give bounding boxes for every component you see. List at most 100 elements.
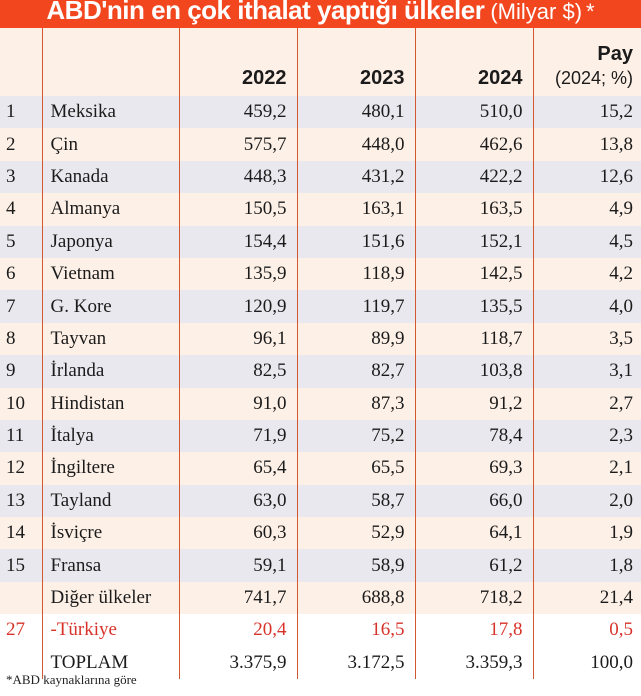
cell-2024: 142,5 xyxy=(414,257,533,291)
cell-2022: 575,7 xyxy=(178,128,297,161)
table-body: 2022 2023 2024 Pay (2024; %) 1 Meksika 4 59… xyxy=(0,28,641,680)
table-row: 15 Fransa 59,1 58,9 61,2 1,8 xyxy=(0,549,641,582)
cell-country: Diğer ülkeler xyxy=(41,581,179,615)
cell-rank: 6 xyxy=(0,257,42,291)
cell-2024: 3.359,3 xyxy=(414,646,533,680)
cell-2023: 16,5 xyxy=(296,614,415,647)
cell-2024: 91,2 xyxy=(414,387,533,420)
cell-share: 2,1 xyxy=(532,452,641,485)
cell-2023: 65,5 xyxy=(296,452,415,485)
cell-2024: 462,6 xyxy=(414,128,533,161)
footnote: *ABD kaynaklarına göre xyxy=(6,672,137,687)
title-unit: (Milyar $) xyxy=(490,0,583,24)
cell-2022: 71,9 xyxy=(178,419,297,453)
cell-2023: 448,0 xyxy=(296,128,415,161)
cell-rank: 4 xyxy=(0,193,42,226)
cell-2023: 3.172,5 xyxy=(296,646,415,680)
cell-rank: 8 xyxy=(0,322,42,356)
table-row: 27 -Türkiye 20,4 16,5 17,8 0,5 xyxy=(0,614,641,647)
cell-2022: 59,1 xyxy=(178,549,297,582)
header-2024: 2024 xyxy=(414,28,533,96)
header-share-label: Pay xyxy=(597,43,633,65)
cell-rank: 2 xyxy=(0,128,42,161)
cell-country: Almanya xyxy=(41,193,179,226)
table-row: 7 G. Kore 120,9 119,7 135,5 4,0 xyxy=(0,290,641,323)
header-share: Pay (2024; %) xyxy=(532,28,641,96)
cell-2023: 75,2 xyxy=(296,419,415,453)
header-2022: 2022 xyxy=(178,28,297,96)
cell-country: -Türkiye xyxy=(41,614,179,647)
cell-country: Tayland xyxy=(41,484,179,518)
cell-country: İrlanda xyxy=(41,355,179,388)
cell-2024: 69,3 xyxy=(414,452,533,485)
cell-country: Çin xyxy=(41,128,179,161)
cell-2022: 3.375,9 xyxy=(178,646,297,680)
cell-share: 100,0 xyxy=(532,646,641,680)
table-row: 9 İrlanda 82,5 82,7 103,8 3,1 xyxy=(0,355,641,388)
cell-share: 2,0 xyxy=(532,484,641,518)
cell-2024: 718,2 xyxy=(414,581,533,615)
cell-2023: 431,2 xyxy=(296,160,415,194)
cell-rank xyxy=(0,646,42,680)
cell-2022: 150,5 xyxy=(178,193,297,226)
cell-2024: 422,2 xyxy=(414,160,533,194)
table-row: 12 İngiltere 65,4 65,5 69,3 2,1 xyxy=(0,452,641,485)
cell-country: TOPLAM xyxy=(41,646,179,680)
cell-share: 1,9 xyxy=(532,517,641,550)
table-row: 1 Meksika 459,2 480,1 510,0 15,2 xyxy=(0,96,641,129)
cell-2022: 91,0 xyxy=(178,387,297,420)
cell-rank: 12 xyxy=(0,452,42,485)
cell-country: Japonya xyxy=(41,225,179,258)
header-row: 2022 2023 2024 Pay (2024; %) xyxy=(0,28,641,96)
cell-rank: 15 xyxy=(0,549,42,582)
table-row: 6 Vietnam 135,9 118,9 142,5 4,2 xyxy=(0,257,641,291)
cell-2022: 20,4 xyxy=(178,614,297,647)
cell-country: Tayvan xyxy=(41,322,179,356)
cell-country: Kanada xyxy=(41,160,179,194)
cell-country: Meksika xyxy=(41,96,179,129)
cell-2023: 118,9 xyxy=(296,257,415,291)
cell-share: 4,5 xyxy=(532,225,641,258)
cell-rank: 7 xyxy=(0,290,42,323)
cell-country: İngiltere xyxy=(41,452,179,485)
header-2023: 2023 xyxy=(296,28,415,96)
title-asterisk: * xyxy=(586,0,595,24)
cell-share: 0,5 xyxy=(532,614,641,647)
cell-2024: 103,8 xyxy=(414,355,533,388)
cell-2022: 120,9 xyxy=(178,290,297,323)
table-row: 10 Hindistan 91,0 87,3 91,2 2,7 xyxy=(0,387,641,420)
cell-2023: 58,7 xyxy=(296,484,415,518)
chart-title: ABD'nin en çok ithalat yaptığı ülkeler xyxy=(46,0,485,25)
cell-2022: 82,5 xyxy=(178,355,297,388)
cell-2024: 118,7 xyxy=(414,322,533,356)
cell-share: 4,9 xyxy=(532,193,641,226)
cell-share: 12,6 xyxy=(532,160,641,194)
cell-rank: 27 xyxy=(0,614,42,647)
header-rank xyxy=(0,28,42,96)
cell-2023: 151,6 xyxy=(296,225,415,258)
cell-country: İsviçre xyxy=(41,517,179,550)
header-country xyxy=(41,28,179,96)
cell-share: 4,2 xyxy=(532,257,641,291)
cell-2024: 66,0 xyxy=(414,484,533,518)
cell-2024: 61,2 xyxy=(414,549,533,582)
cell-2022: 60,3 xyxy=(178,517,297,550)
cell-country: Vietnam xyxy=(41,257,179,291)
cell-rank xyxy=(0,581,42,615)
cell-country: Hindistan xyxy=(41,387,179,420)
table-row: 13 Tayland 63,0 58,7 66,0 2,0 xyxy=(0,484,641,518)
header-share-unit: (2024; %) xyxy=(554,68,633,88)
cell-2024: 510,0 xyxy=(414,96,533,129)
cell-share: 2,7 xyxy=(532,387,641,420)
cell-2023: 480,1 xyxy=(296,96,415,129)
cell-rank: 1 xyxy=(0,96,42,129)
cell-2023: 52,9 xyxy=(296,517,415,550)
cell-share: 3,1 xyxy=(532,355,641,388)
cell-2024: 135,5 xyxy=(414,290,533,323)
cell-2022: 63,0 xyxy=(178,484,297,518)
import-table: 2022 2023 2024 Pay (2024; %) 1 Meksika 4 59… xyxy=(0,28,641,680)
cell-2023: 688,8 xyxy=(296,581,415,615)
cell-2023: 163,1 xyxy=(296,193,415,226)
cell-share: 13,8 xyxy=(532,128,641,161)
table-row: 3 Kanada 448,3 431,2 422,2 12,6 xyxy=(0,160,641,194)
